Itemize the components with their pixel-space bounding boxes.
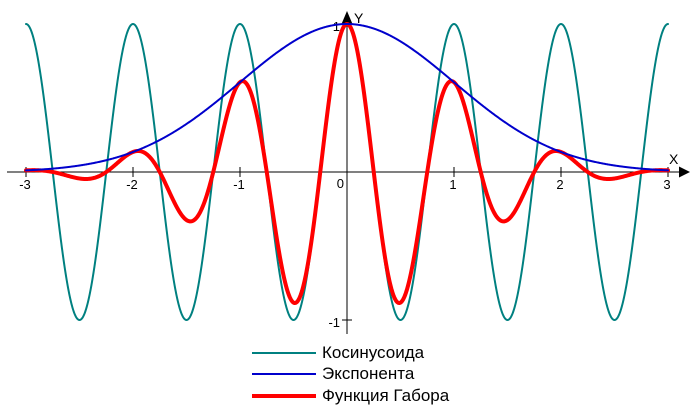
x-tick-label: 0 <box>337 176 344 191</box>
legend-line-exponential <box>252 373 316 376</box>
legend: Косинусоида Экспонента Функция Габора <box>252 342 449 407</box>
x-tick-label: 2 <box>556 177 563 192</box>
x-axis-arrow-icon <box>679 166 690 178</box>
curve-gaussian <box>25 23 669 172</box>
x-tick-label: -2 <box>126 177 138 192</box>
x-tick-label: -3 <box>19 177 31 192</box>
legend-line-gabor <box>252 393 316 398</box>
legend-item-cosine: Косинусоида <box>252 342 449 364</box>
legend-label-cosine: Косинусоида <box>322 342 425 362</box>
legend-line-cosine <box>252 351 316 354</box>
y-tick-label: 1 <box>333 19 340 34</box>
y-tick-label: -1 <box>328 315 340 330</box>
y-axis-arrow-icon <box>341 11 353 24</box>
x-tick-label: 3 <box>663 177 670 192</box>
x-axis-label: X <box>669 151 679 167</box>
y-axis-label: Y <box>354 10 364 26</box>
x-tick-label: -1 <box>233 177 245 192</box>
x-tick-label: 1 <box>449 177 456 192</box>
legend-item-exponential: Экспонента <box>252 364 449 386</box>
legend-item-gabor: Функция Габора <box>252 385 449 407</box>
legend-label-exponential: Экспонента <box>322 364 415 384</box>
legend-label-gabor: Функция Габора <box>322 385 450 405</box>
